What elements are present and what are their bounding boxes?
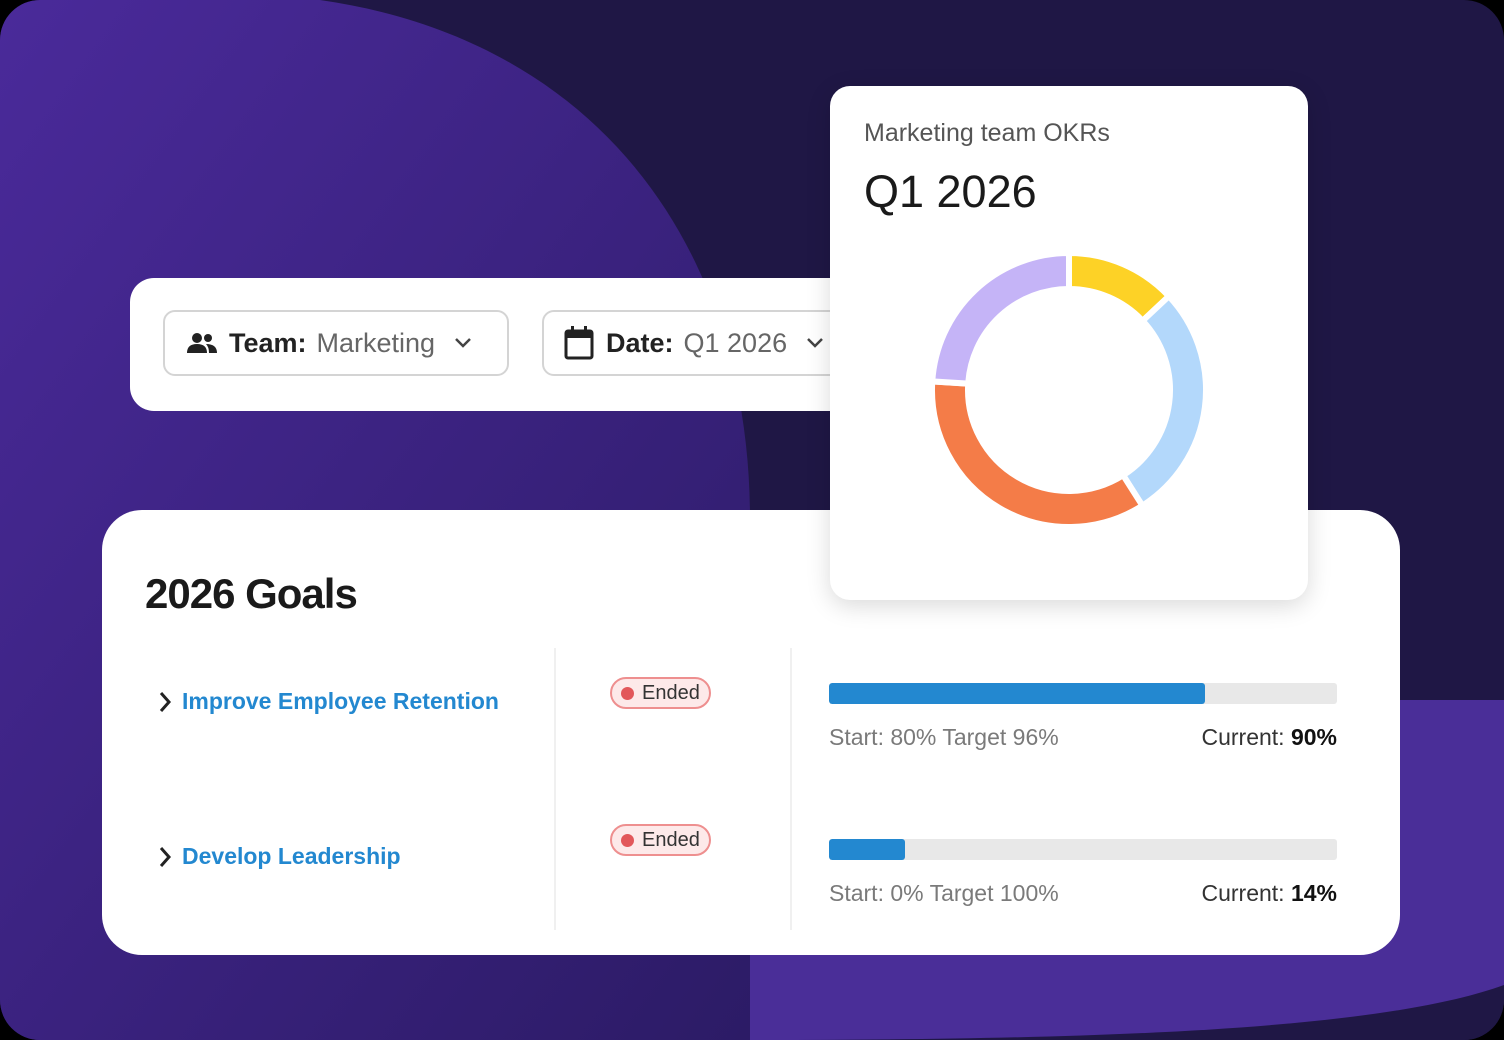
status-text: Ended bbox=[642, 681, 700, 704]
goal-name[interactable]: Develop Leadership bbox=[182, 843, 401, 869]
goal-row: Develop Leadership Ended Start: 0% Target … bbox=[102, 665, 1400, 906]
team-icon bbox=[187, 333, 217, 353]
status-dot bbox=[621, 686, 634, 700]
status-badge: Ended bbox=[610, 824, 711, 856]
expand-chevron[interactable] bbox=[158, 846, 172, 868]
goals-title: 2026 Goals bbox=[145, 570, 358, 617]
status-text: Ended bbox=[642, 828, 700, 851]
goals-card: 2026 Goals Improve Employee Retention End… bbox=[102, 510, 1400, 955]
donut-segment bbox=[929, 378, 1147, 530]
current: Current: 90% bbox=[1201, 724, 1337, 751]
okr-title: Q1 2026 bbox=[864, 166, 1037, 217]
current-value: 14% bbox=[1290, 880, 1337, 906]
team-filter[interactable]: Team: Marketing bbox=[163, 310, 509, 376]
status-badge: Ended bbox=[610, 677, 711, 709]
filter-bar: Team: Marketing Date: Q1 2026 bbox=[130, 278, 890, 411]
chevron bbox=[807, 338, 823, 348]
donut-chart bbox=[929, 249, 1209, 530]
calendar-icon bbox=[564, 326, 594, 360]
current-label: Current: bbox=[1201, 880, 1285, 906]
progress-fill bbox=[829, 839, 906, 860]
team-value: Marketing bbox=[316, 327, 436, 358]
range-text: Start: 0% Target 100% bbox=[829, 880, 1059, 906]
current-label: Current: bbox=[1201, 724, 1285, 750]
donut-segment bbox=[929, 249, 1072, 387]
date-label: Date: bbox=[606, 327, 674, 358]
progress-fill bbox=[829, 683, 1205, 704]
date-value: Q1 2026 bbox=[683, 327, 788, 358]
divider bbox=[790, 648, 792, 930]
date-filter[interactable]: Date: Q1 2026 bbox=[542, 310, 858, 376]
status-dot bbox=[621, 833, 634, 847]
chevron-path bbox=[159, 847, 172, 867]
team-label: Team: bbox=[229, 327, 307, 358]
current: Current: 14% bbox=[1201, 880, 1337, 907]
chevron-path bbox=[159, 692, 172, 712]
donut-segment bbox=[1118, 291, 1209, 510]
progress-track bbox=[829, 839, 1337, 860]
progress-track bbox=[829, 683, 1337, 704]
goal-row: Improve Employee Retention Ended Start: 80… bbox=[102, 510, 1400, 750]
current-value: 90% bbox=[1290, 724, 1337, 750]
okr-card: Marketing team OKRs Q1 2026 bbox=[830, 86, 1308, 600]
chevron bbox=[455, 338, 471, 348]
goal-name[interactable]: Improve Employee Retention bbox=[182, 688, 499, 714]
okr-subtitle: Marketing team OKRs bbox=[864, 119, 1110, 147]
expand-chevron[interactable] bbox=[158, 691, 172, 713]
range-text: Start: 80% Target 96% bbox=[829, 724, 1059, 750]
divider bbox=[554, 648, 556, 930]
